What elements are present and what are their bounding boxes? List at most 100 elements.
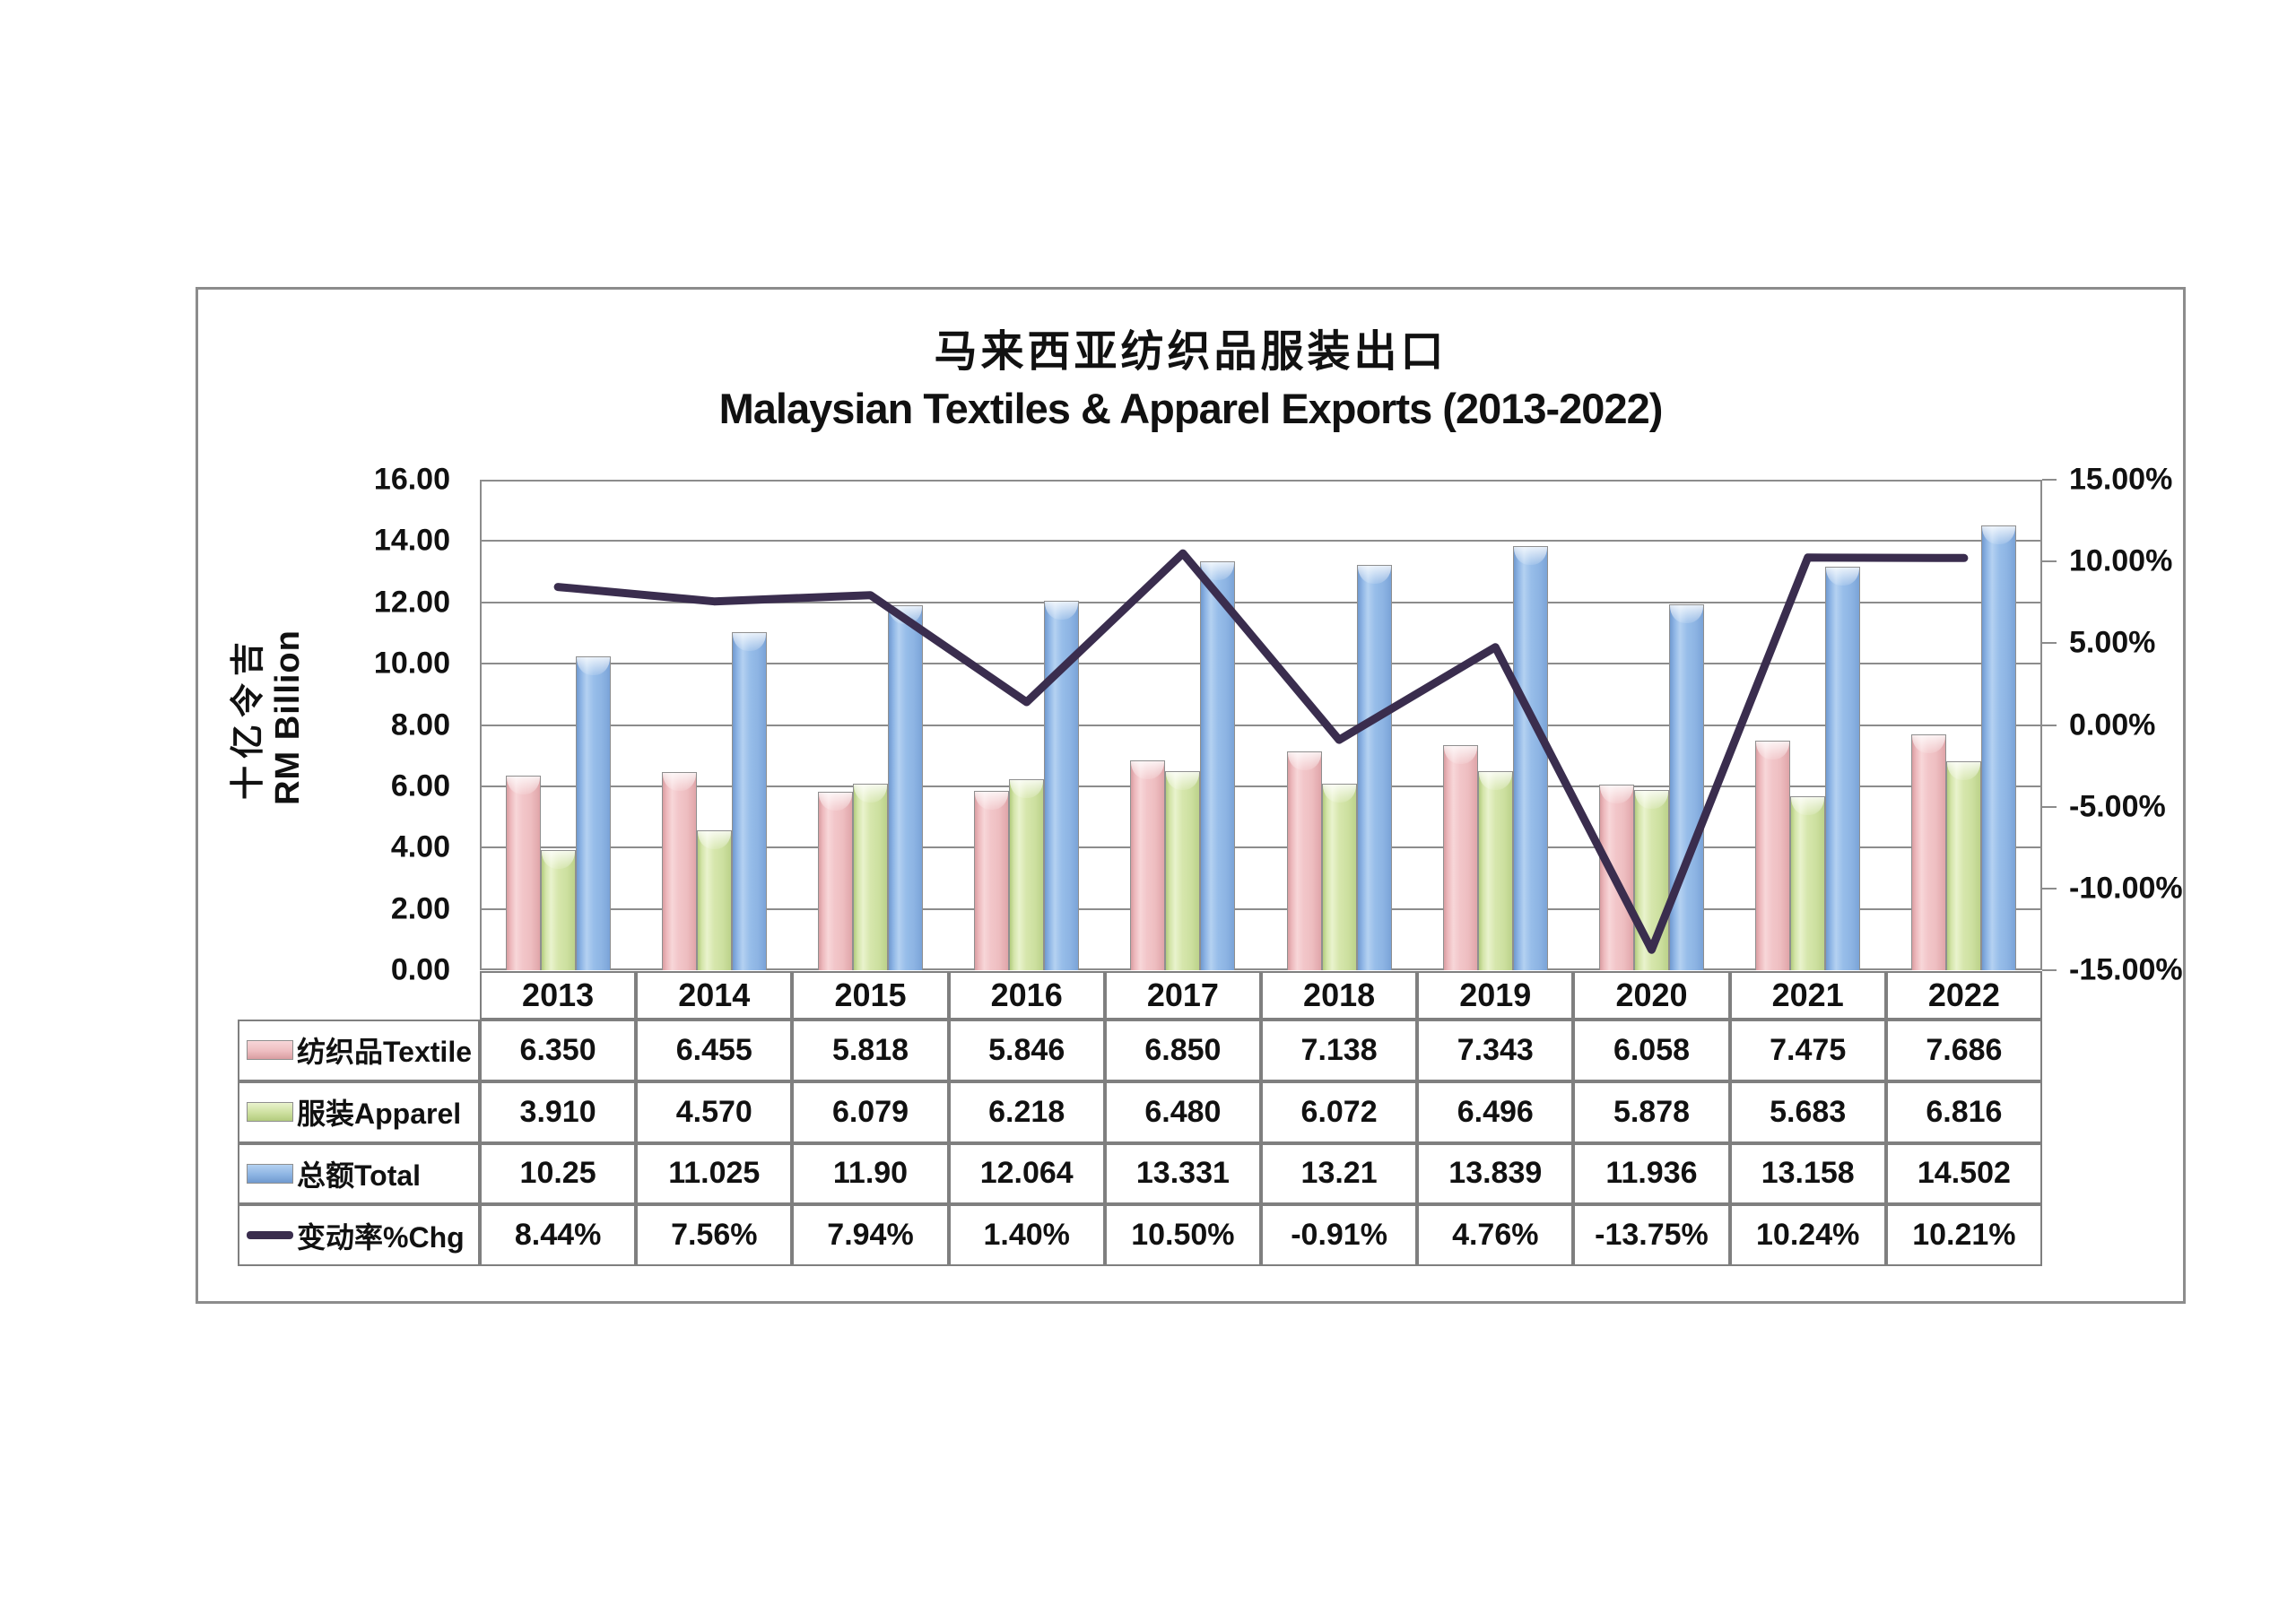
table-cell-textile-2020: 6.058 xyxy=(1573,1020,1730,1081)
left-axis-tick-label: 4.00 xyxy=(390,829,450,864)
left-axis-tick-label: 8.00 xyxy=(390,707,450,742)
right-axis-tick-label: 10.00% xyxy=(2069,543,2173,578)
left-axis-tick-label: 16.00 xyxy=(373,462,450,497)
bar-textile-2022 xyxy=(1911,734,1947,970)
table-cell-pct-2022: 10.21% xyxy=(1885,1204,2042,1266)
table-cell-pct-2016: 1.40% xyxy=(948,1204,1105,1266)
table-cell-apparel-2015: 6.079 xyxy=(792,1081,949,1143)
table-cell-total-2013: 10.25 xyxy=(480,1142,637,1205)
bar-total-2014 xyxy=(731,632,767,970)
legend-label-total: 总额Total xyxy=(297,1159,422,1192)
table-cell-total-2015: 11.90 xyxy=(792,1142,949,1205)
table-cell-textile-2019: 7.343 xyxy=(1417,1020,1574,1081)
table-cell-pct-2017: 10.50% xyxy=(1104,1204,1261,1266)
right-axis-tick-mark xyxy=(2042,724,2057,726)
left-axis-title-english: RM Billion xyxy=(269,629,307,805)
bar-total-2017 xyxy=(1200,561,1236,970)
x-axis-year-label: 2022 xyxy=(1885,971,2042,1020)
table-legend-textile: 纺织品Textile xyxy=(238,1020,480,1081)
right-axis-tick-label: 5.00% xyxy=(2069,625,2156,660)
table-legend-total: 总额Total xyxy=(238,1142,480,1205)
right-axis-tick-label: 15.00% xyxy=(2069,462,2173,497)
table-cell-pct-2021: 10.24% xyxy=(1729,1204,1886,1266)
gridline xyxy=(480,785,2042,787)
left-axis-tick-label: 0.00 xyxy=(390,952,450,987)
bar-apparel-2014 xyxy=(696,829,732,970)
right-axis-tick-mark xyxy=(2042,805,2057,808)
right-axis-tick-label: -15.00% xyxy=(2069,952,2183,987)
x-axis-year-label: 2016 xyxy=(948,971,1105,1020)
right-axis-tick-mark xyxy=(2042,887,2057,890)
bar-textile-2015 xyxy=(818,792,853,970)
bar-total-2022 xyxy=(1981,525,2017,970)
bar-total-2020 xyxy=(1669,603,1704,970)
bar-textile-2020 xyxy=(1599,784,1634,970)
chart-title-chinese: 马来西亚纺织品服装出口 xyxy=(934,328,1448,376)
table-cell-pct-2014: 7.56% xyxy=(636,1204,793,1266)
bar-textile-2018 xyxy=(1286,751,1322,970)
bar-total-2019 xyxy=(1512,545,1548,970)
bar-apparel-2016 xyxy=(1009,779,1045,970)
table-legend-apparel: 服装Apparel xyxy=(238,1081,480,1143)
bar-textile-2013 xyxy=(505,775,541,970)
x-axis-year-label: 2013 xyxy=(480,971,637,1020)
bar-total-2021 xyxy=(1825,567,1861,970)
bar-apparel-2021 xyxy=(1790,795,1826,970)
bar-total-2018 xyxy=(1356,565,1392,970)
x-axis-year-label: 2015 xyxy=(792,971,949,1020)
right-axis-tick-mark xyxy=(2042,479,2057,481)
table-cell-textile-2022: 7.686 xyxy=(1885,1020,2042,1081)
x-axis-year-label: 2019 xyxy=(1417,971,1574,1020)
right-axis-tick-label: -10.00% xyxy=(2069,871,2183,906)
bar-apparel-2019 xyxy=(1477,770,1513,970)
table-cell-apparel-2019: 6.496 xyxy=(1417,1081,1574,1143)
table-cell-apparel-2014: 4.570 xyxy=(636,1081,793,1143)
left-axis-tick-label: 6.00 xyxy=(390,768,450,803)
left-axis-tick-label: 12.00 xyxy=(373,585,450,620)
table-cell-apparel-2020: 5.878 xyxy=(1573,1081,1730,1143)
gridline xyxy=(480,601,2042,603)
x-axis-year-label: 2021 xyxy=(1729,971,1886,1020)
gridline xyxy=(480,540,2042,542)
table-cell-pct-2020: -13.75% xyxy=(1573,1204,1730,1266)
right-axis-tick-label: -5.00% xyxy=(2069,789,2166,824)
bar-total-2015 xyxy=(888,605,923,970)
table-cell-total-2020: 11.936 xyxy=(1573,1142,1730,1205)
legend-line-swatch-icon xyxy=(247,1231,293,1240)
table-cell-apparel-2018: 6.072 xyxy=(1261,1081,1418,1143)
bar-total-2013 xyxy=(575,655,611,970)
legend-apparel-swatch-icon xyxy=(247,1102,293,1123)
table-cell-textile-2017: 6.850 xyxy=(1104,1020,1261,1081)
table-cell-total-2016: 12.064 xyxy=(948,1142,1105,1205)
table-cell-pct-2019: 4.76% xyxy=(1417,1204,1574,1266)
bar-textile-2019 xyxy=(1442,744,1478,970)
table-cell-apparel-2017: 6.480 xyxy=(1104,1081,1261,1143)
table-cell-total-2022: 14.502 xyxy=(1885,1142,2042,1205)
right-axis-tick-label: 0.00% xyxy=(2069,707,2156,742)
left-axis-tick-label: 2.00 xyxy=(390,891,450,926)
x-axis-year-label: 2020 xyxy=(1573,971,1730,1020)
left-axis-title: 十亿令吉 RM Billion xyxy=(215,529,323,906)
table-cell-total-2018: 13.21 xyxy=(1261,1142,1418,1205)
legend-textile-swatch-icon xyxy=(247,1040,293,1061)
table-cell-apparel-2022: 6.816 xyxy=(1885,1081,2042,1143)
table-cell-textile-2016: 5.846 xyxy=(948,1020,1105,1081)
table-cell-textile-2014: 6.455 xyxy=(636,1020,793,1081)
bar-textile-2017 xyxy=(1130,759,1166,970)
right-axis-tick-mark xyxy=(2042,969,2057,971)
right-axis-tick-mark xyxy=(2042,560,2057,563)
table-cell-total-2017: 13.331 xyxy=(1104,1142,1261,1205)
bar-textile-2021 xyxy=(1755,741,1791,970)
table-cell-total-2014: 11.025 xyxy=(636,1142,793,1205)
table-cell-textile-2015: 5.818 xyxy=(792,1020,949,1081)
table-cell-textile-2013: 6.350 xyxy=(480,1020,637,1081)
bar-apparel-2022 xyxy=(1946,760,1982,970)
bar-apparel-2015 xyxy=(853,784,888,970)
table-cell-textile-2018: 7.138 xyxy=(1261,1020,1418,1081)
right-axis-tick-mark xyxy=(2042,642,2057,645)
table-legend-pct: 变动率%Chg xyxy=(238,1204,480,1266)
legend-label-apparel: 服装Apparel xyxy=(297,1098,462,1131)
table-cell-apparel-2013: 3.910 xyxy=(480,1081,637,1143)
bar-apparel-2017 xyxy=(1165,771,1201,970)
table-cell-pct-2013: 8.44% xyxy=(480,1204,637,1266)
